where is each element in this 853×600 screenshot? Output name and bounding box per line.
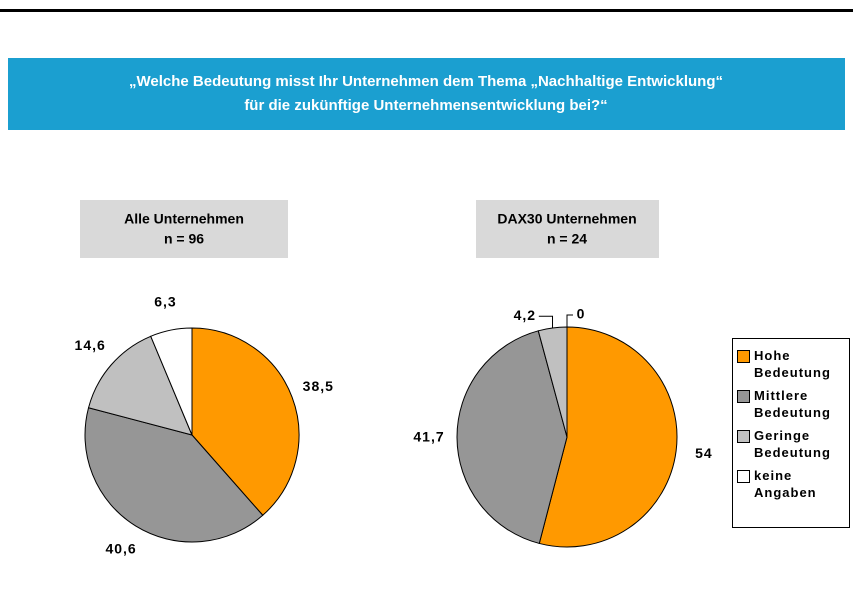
- value-label: 54: [695, 445, 713, 461]
- chart-subtitle: n = 96: [164, 231, 204, 247]
- legend-swatch: [737, 470, 750, 483]
- legend-entry: Hohe Bedeutung: [737, 347, 845, 381]
- pie-slice: [538, 326, 678, 548]
- value-label: 41,7: [413, 428, 444, 444]
- legend: Hohe Bedeutung Mittlere Bedeutung Geringe …: [732, 338, 850, 528]
- value-label: 40,6: [105, 541, 136, 557]
- pie-slice: [456, 330, 568, 545]
- banner-line: „Welche Bedeutung misst Ihr Unternehmen …: [129, 73, 723, 90]
- value-label: 6,3: [154, 293, 176, 309]
- legend-entry: Mittlere Bedeutung: [737, 387, 845, 421]
- value-label: 38,5: [303, 378, 334, 394]
- legend-swatch: [737, 350, 750, 363]
- legend-entry: Geringe Bedeutung: [737, 427, 845, 461]
- title-box: [80, 200, 288, 258]
- legend-label: Hohe Bedeutung: [754, 348, 831, 380]
- legend-swatch: [737, 390, 750, 403]
- legend-label: Geringe Bedeutung: [754, 428, 831, 460]
- top-rule: [0, 9, 853, 12]
- legend-label: keine Angaben: [754, 468, 817, 500]
- legend-swatch: [737, 430, 750, 443]
- leader-line: [538, 315, 554, 328]
- value-label: 0: [577, 306, 586, 322]
- pie-slice: [84, 407, 264, 543]
- chart-title: Alle Unternehmen: [124, 211, 244, 227]
- pie-slice: [191, 327, 300, 516]
- legend-entry: keine Angaben: [737, 467, 845, 501]
- value-label: 4,2: [514, 307, 536, 323]
- legend-label: Mittlere Bedeutung: [754, 388, 831, 420]
- title-box: [476, 200, 659, 258]
- pie-slice: [150, 327, 193, 436]
- banner-line: für die zukünftige Unternehmensentwicklu…: [244, 97, 607, 114]
- value-label: 14,6: [75, 337, 106, 353]
- banner: [8, 58, 845, 130]
- chart-subtitle: n = 24: [547, 231, 587, 247]
- pie-slice: [87, 335, 193, 436]
- chart-title: DAX30 Unternehmen: [497, 211, 636, 227]
- leader-line: [566, 314, 573, 327]
